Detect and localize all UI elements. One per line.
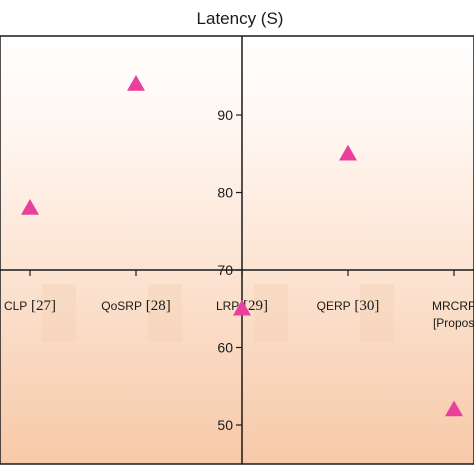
y-tick-label: 50 (217, 417, 233, 433)
y-tick-label: 90 (217, 107, 233, 123)
y-tick-label: 80 (217, 185, 233, 201)
data-point-mrcrp (445, 400, 463, 417)
chart-title: Latency (S) (197, 9, 284, 28)
data-point-qosrp (127, 75, 145, 91)
data-point-qerp (339, 144, 357, 161)
data-point-clp (21, 199, 39, 215)
y-tick-label: 70 (217, 262, 233, 278)
ref-highlight (148, 284, 182, 342)
ref-highlight (42, 284, 76, 342)
x-category-label: QERP [30] (317, 298, 380, 314)
y-tick-label: 60 (217, 340, 233, 356)
ref-highlight (360, 284, 394, 342)
x-category-label: QoSRP [28] (101, 298, 170, 314)
x-category-label: MRCRP (432, 299, 474, 313)
plot-area (0, 35, 474, 465)
data-point-lrp (233, 299, 251, 316)
data-points (21, 75, 463, 417)
x-category-label: CLP [27] (4, 298, 56, 314)
x-category-sublabel: [Proposed] (433, 316, 474, 330)
ref-highlight (254, 284, 288, 342)
